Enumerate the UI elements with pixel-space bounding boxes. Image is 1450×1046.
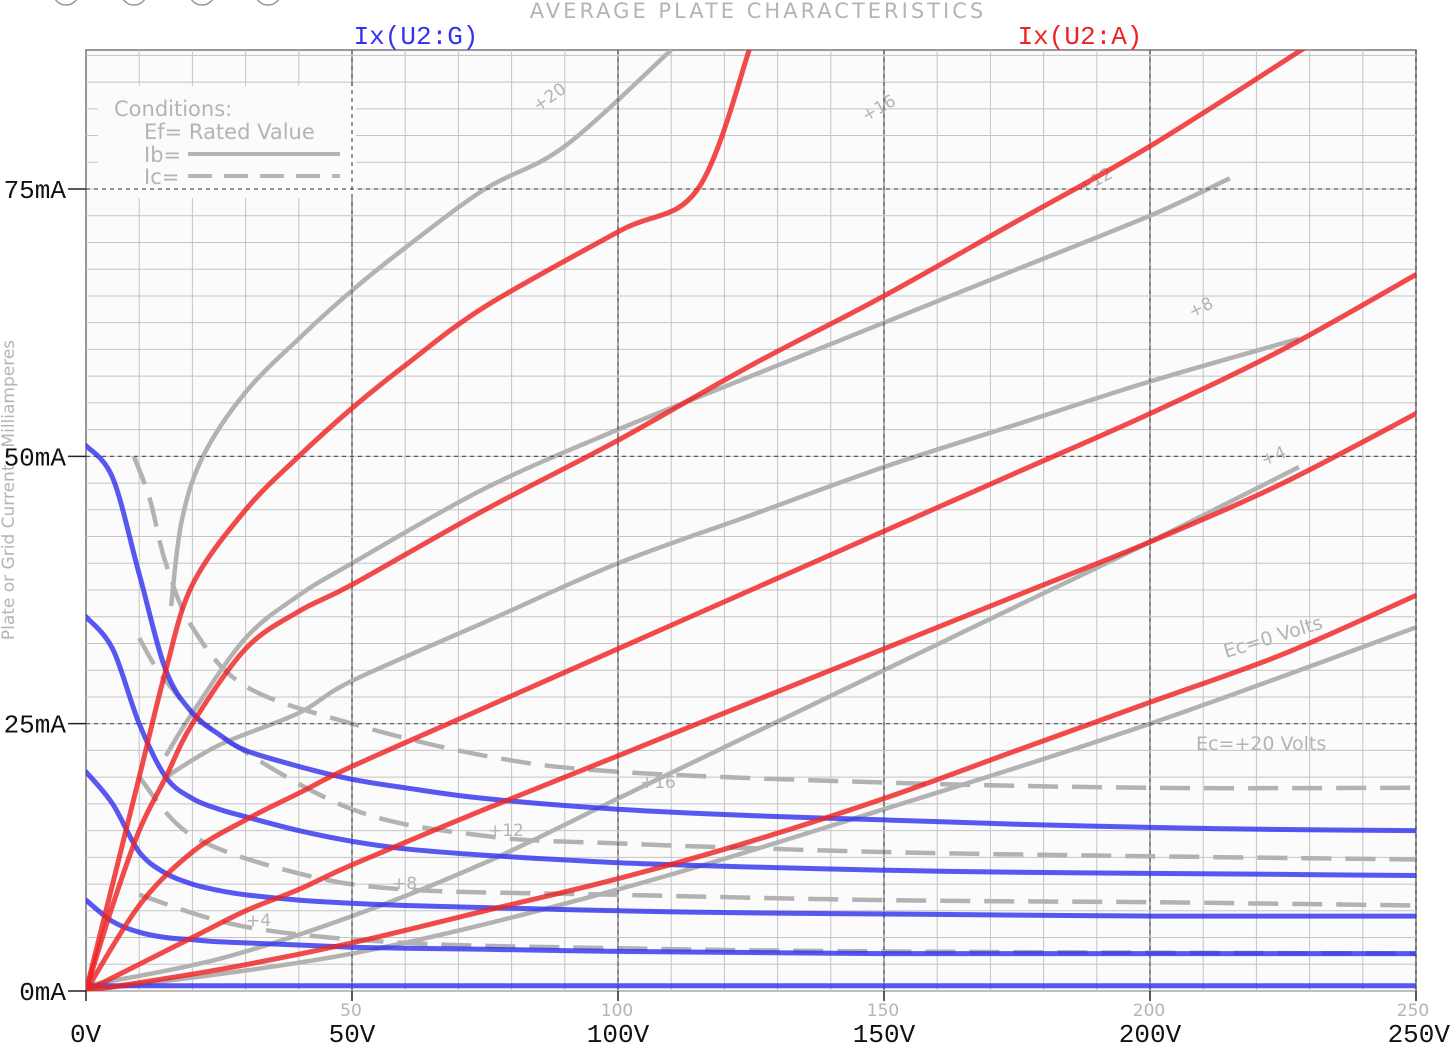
gray-plate-curve <box>164 336 1300 780</box>
gray-plate-curves <box>86 50 1416 991</box>
axis-tick-labels: 0V 50V 100V 150V 200V 250V 0mA 25mA 50mA 75mA <box>4 176 1450 1046</box>
gray-plate-curve <box>86 625 1416 991</box>
grid-curve-label: +16 <box>640 773 676 793</box>
grid-current-curve <box>86 614 1416 878</box>
grid-curve-label: +4 <box>246 911 271 931</box>
x-tick-label: 0V <box>70 1020 102 1046</box>
y-tick-label: 75mA <box>4 176 67 206</box>
gray-grid-curve <box>137 775 1416 908</box>
plate-current-curve <box>86 272 1416 991</box>
sheet-grid <box>85 50 1417 992</box>
simulation-curves <box>86 50 1416 991</box>
grid-current-curve <box>86 769 1416 919</box>
sheet-title: AVERAGE PLATE CHARACTERISTICS <box>530 0 986 23</box>
y-tick-label: 0mA <box>19 978 66 1008</box>
window-controls <box>53 0 281 6</box>
plate-current-curve <box>86 592 1416 991</box>
gray-plate-curve <box>168 50 673 607</box>
y-tick-label: 25mA <box>4 711 67 741</box>
sheet-xtick-label: 150 <box>867 1001 899 1021</box>
plate-current-curve <box>86 50 1306 991</box>
legend: Ix(U2:G) Ix(U2:A) <box>354 22 1143 52</box>
plate-current-curve <box>86 411 1416 991</box>
circle-button[interactable] <box>121 0 147 6</box>
x-tick-label: 100V <box>587 1020 650 1046</box>
gray-grid-curve <box>131 455 1416 791</box>
ef-label: Ef= Rated Value <box>144 120 315 144</box>
conditions-box <box>98 86 356 198</box>
circle-button[interactable] <box>255 0 281 6</box>
major-gridlines <box>86 50 1417 991</box>
legend-item: Ix(U2:G) <box>354 22 479 52</box>
ib-label: Ib= <box>144 143 181 167</box>
grid-curve-label: +8 <box>392 874 417 894</box>
grid-curve-label: +12 <box>488 821 524 841</box>
gray-plate-curve <box>163 176 1231 757</box>
sheet-yaxis-label: Plate or Grid Current - Milliamperes <box>0 340 19 640</box>
x-tick-label: 150V <box>853 1020 916 1046</box>
circle-button[interactable] <box>53 0 79 6</box>
x-tick-label: 250V <box>1388 1020 1450 1046</box>
x-tick-label: 200V <box>1119 1020 1182 1046</box>
sheet-xtick-label: 250 <box>1397 1001 1429 1021</box>
ic-label: Ic= <box>144 165 179 189</box>
gray-plate-curve <box>86 464 1301 988</box>
grid-curve-label: Ec=+20 Volts <box>1196 733 1326 755</box>
y-tick-label: 50mA <box>4 443 67 473</box>
grid-current-curve <box>86 897 1416 957</box>
circle-button[interactable] <box>189 0 215 6</box>
gray-grid-curve <box>137 636 1416 862</box>
sheet-xtick-label: 200 <box>1133 1001 1165 1021</box>
sheet-xtick-label: 50 <box>340 1001 362 1021</box>
x-tick-label: 50V <box>329 1020 376 1046</box>
sheet-xtick-label: 100 <box>601 1001 633 1021</box>
conditions-title: Conditions: <box>114 97 232 121</box>
legend-item: Ix(U2:A) <box>1018 22 1143 52</box>
plate-current-curve <box>86 50 752 991</box>
